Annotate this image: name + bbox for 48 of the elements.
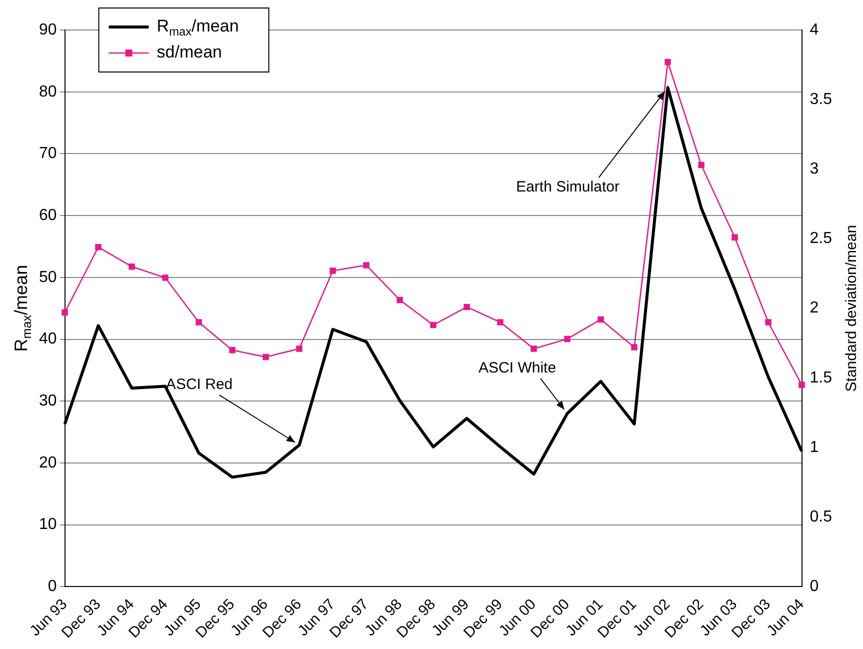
annotation: ASCI White [478, 360, 556, 377]
y-tick-label: 50 [39, 268, 57, 286]
point [62, 309, 68, 316]
y2-axis-title: Standard deviation/mean [843, 224, 860, 392]
point [564, 336, 570, 342]
y2-tick-label: 0 [810, 578, 819, 596]
y-tick-label: 80 [39, 83, 57, 100]
y-tick-label: 90 [39, 21, 57, 38]
y-tick-label: 60 [39, 206, 57, 224]
point [464, 304, 470, 310]
y-tick-label: 0 [48, 578, 57, 596]
point [497, 319, 504, 326]
point [162, 274, 168, 281]
point [631, 344, 638, 350]
point [262, 354, 269, 360]
point [128, 263, 135, 270]
point [95, 244, 102, 250]
y-tick-label: 70 [39, 145, 57, 162]
y2-tick-label: 1.5 [810, 369, 832, 386]
point [296, 346, 302, 352]
point [229, 346, 236, 354]
point [732, 234, 738, 240]
y2-tick-label: 2 [810, 300, 819, 317]
point [765, 319, 772, 326]
point [798, 382, 805, 388]
y-tick-label: 30 [39, 392, 57, 410]
y2-tick-label: 2.5 [810, 230, 832, 248]
point [330, 268, 336, 274]
y2-tick-label: 1 [810, 438, 819, 456]
y2-tick-label: 3.5 [810, 90, 832, 108]
annotation: Earth Simulator [516, 178, 620, 196]
point [598, 316, 604, 323]
point [698, 162, 704, 168]
y2-tick-label: 0.5 [810, 508, 832, 526]
point [430, 322, 436, 328]
y-axis-title: Rmax/mean [10, 264, 34, 352]
y2-tick-label: 4 [810, 21, 819, 38]
point [664, 58, 671, 66]
y2-tick-label: 3 [810, 160, 819, 178]
y-tick-label: 10 [39, 516, 57, 534]
point [363, 262, 370, 268]
annotation: ASCI Red [166, 376, 233, 394]
y-tick-label: 40 [39, 330, 57, 348]
point [530, 346, 537, 352]
point [196, 319, 202, 326]
y-tick-label: 20 [39, 454, 57, 472]
legend-label: sd/mean [156, 42, 222, 62]
point [396, 296, 403, 304]
